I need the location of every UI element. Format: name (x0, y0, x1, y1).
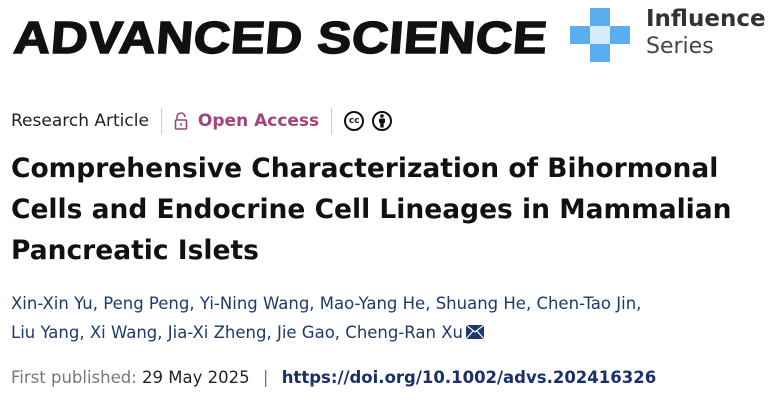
cc-icon[interactable]: cc (344, 111, 365, 131)
article-title: Comprehensive Characterization of Bihorm… (11, 153, 732, 266)
influence-series-logo-icon (570, 8, 630, 62)
first-published-label: First published: (11, 368, 137, 387)
unlock-icon (174, 112, 188, 130)
author-separator: , (334, 323, 346, 342)
author-link[interactable]: Jia-Xi Zheng (167, 323, 267, 342)
author-link[interactable]: Jie Gao (276, 323, 335, 342)
series-label: Influence (646, 6, 766, 32)
article-meta: Research Article Open Access cc (11, 108, 400, 134)
open-access-label: Open Access (197, 111, 320, 131)
article-type: Research Article (11, 111, 149, 131)
author-link[interactable]: Cheng-Ran Xu (345, 323, 463, 342)
publication-info: First published: 29 May 2025 | https://d… (11, 368, 656, 387)
author-separator: , (79, 323, 90, 342)
author-separator: , (92, 294, 104, 313)
author-link[interactable]: Chen-Tao Jin (536, 294, 637, 313)
attribution-icon[interactable] (372, 111, 393, 131)
author-link[interactable]: Peng Peng (103, 294, 190, 313)
author-separator: , (309, 294, 320, 313)
author-separator: , (636, 294, 642, 313)
doi-link[interactable]: https://doi.org/10.1002/advs.202416326 (281, 368, 657, 387)
author-separator: , (266, 323, 277, 342)
author-link[interactable]: Xi Wang (89, 323, 158, 342)
author-separator: , (189, 294, 200, 313)
author-separator: , (425, 294, 436, 313)
author-separator: , (157, 323, 168, 342)
author-link[interactable]: Xin-Xin Yu (11, 294, 93, 313)
author-list: Xin-Xin Yu, Peng Peng, Yi-Ning Wang, Mao… (11, 289, 771, 347)
email-icon[interactable] (465, 324, 485, 340)
publication-date: 29 May 2025 (142, 368, 250, 387)
divider (331, 108, 333, 134)
series-label-sub: Series (646, 34, 714, 59)
separator: | (262, 368, 269, 387)
journal-logo[interactable]: ADVANCED SCIENCE (11, 11, 550, 64)
author-separator: , (525, 294, 537, 313)
author-link[interactable]: Shuang He (435, 294, 526, 313)
author-link[interactable]: Mao-Yang He (319, 294, 426, 313)
divider (160, 108, 162, 134)
author-link[interactable]: Liu Yang (11, 323, 80, 342)
open-access-badge[interactable]: Open Access (174, 111, 319, 131)
author-link[interactable]: Yi-Ning Wang (199, 294, 310, 313)
